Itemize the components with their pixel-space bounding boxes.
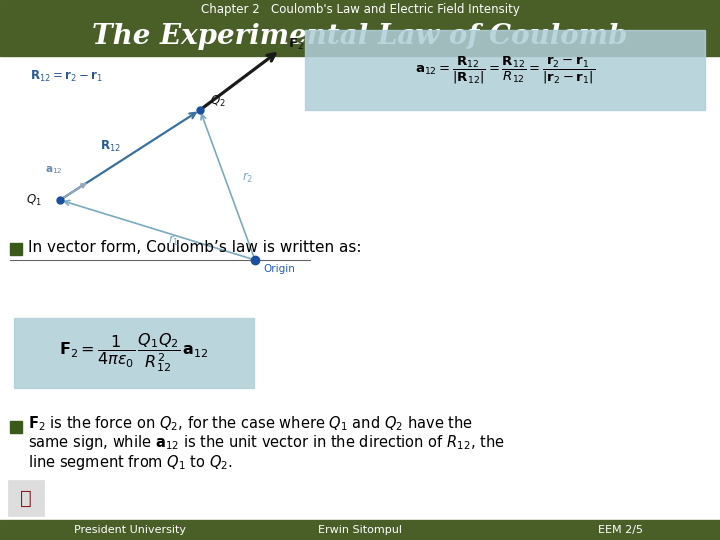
- Text: EEM 2/5: EEM 2/5: [598, 525, 642, 535]
- Text: $\mathbf{R}_{12}=\mathbf{r}_2-\mathbf{r}_1$: $\mathbf{R}_{12}=\mathbf{r}_2-\mathbf{r}…: [30, 69, 103, 84]
- Text: same sign, while $\mathbf{a}_{12}$ is the unit vector in the direction of $R_{12: same sign, while $\mathbf{a}_{12}$ is th…: [28, 434, 505, 453]
- Bar: [305, 30, 705, 110]
- Bar: [10, 421, 22, 433]
- Bar: [0, 0, 720, 18]
- Text: Erwin Sitompul: Erwin Sitompul: [318, 525, 402, 535]
- Text: $\mathit{r}_2$: $\mathit{r}_2$: [241, 171, 253, 185]
- Bar: [8, 480, 44, 516]
- Bar: [0, 18, 720, 56]
- Text: $\mathit{Q}_2$: $\mathit{Q}_2$: [210, 94, 225, 109]
- Text: Origin: Origin: [263, 264, 295, 274]
- Text: $\mathbf{a}_{12}$: $\mathbf{a}_{12}$: [45, 164, 63, 176]
- Bar: [14, 318, 254, 388]
- Text: $\mathbf{R}_{12}$: $\mathbf{R}_{12}$: [100, 139, 121, 154]
- Bar: [0, 56, 720, 520]
- Text: $\mathit{r}_1$: $\mathit{r}_1$: [168, 234, 179, 248]
- Text: line segment from $Q_1$ to $Q_2$.: line segment from $Q_1$ to $Q_2$.: [28, 453, 233, 471]
- Text: ⛨: ⛨: [20, 489, 32, 508]
- Text: $\mathit{Q}_1$: $\mathit{Q}_1$: [26, 193, 42, 208]
- Text: $\mathbf{F}_2$: $\mathbf{F}_2$: [288, 37, 304, 52]
- Text: In vector form, Coulomb’s law is written as:: In vector form, Coulomb’s law is written…: [28, 240, 361, 255]
- Text: $\mathbf{a}_{12}=\dfrac{\mathbf{R}_{12}}{|\mathbf{R}_{12}|}=\dfrac{\mathbf{R}_{1: $\mathbf{a}_{12}=\dfrac{\mathbf{R}_{12}}…: [415, 55, 595, 86]
- Text: $\mathbf{F}_2=\dfrac{1}{4\pi\varepsilon_0}\,\dfrac{Q_1 Q_2}{R_{12}^2}\,\mathbf{a: $\mathbf{F}_2=\dfrac{1}{4\pi\varepsilon_…: [59, 332, 209, 374]
- Text: $\mathbf{F}_2$ is the force on $Q_2$, for the case where $Q_1$ and $Q_2$ have th: $\mathbf{F}_2$ is the force on $Q_2$, fo…: [28, 415, 473, 433]
- Text: Chapter 2   Coulomb's Law and Electric Field Intensity: Chapter 2 Coulomb's Law and Electric Fie…: [201, 3, 519, 16]
- Text: The Experimental Law of Coulomb: The Experimental Law of Coulomb: [92, 24, 628, 51]
- Bar: [10, 243, 22, 255]
- Text: President University: President University: [74, 525, 186, 535]
- Bar: [0, 520, 720, 540]
